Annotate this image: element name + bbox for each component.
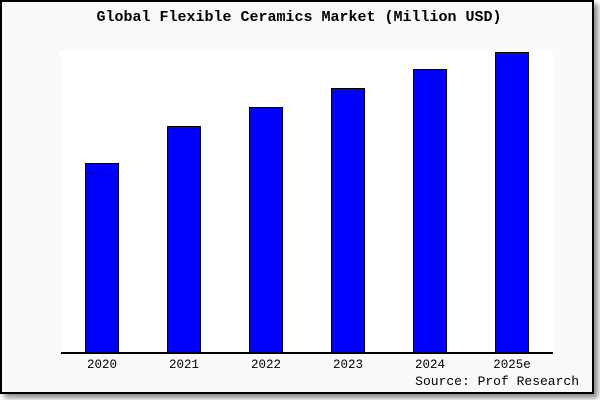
bar-slot-2024 bbox=[389, 52, 471, 352]
bar-2024 bbox=[413, 69, 447, 352]
bar-2021 bbox=[167, 126, 201, 352]
x-tick-label-2023: 2023 bbox=[332, 358, 363, 372]
bar-2025e bbox=[495, 52, 529, 352]
bars-container bbox=[61, 52, 553, 352]
bar-2020 bbox=[85, 163, 119, 352]
bar-slot-2023 bbox=[307, 52, 389, 352]
source-credit: Source: Prof Research bbox=[415, 374, 579, 389]
plot-area bbox=[61, 52, 553, 354]
bar-slot-2021 bbox=[143, 52, 225, 352]
x-tick-label-2025e: 2025e bbox=[493, 358, 531, 372]
x-tick-label-2022: 2022 bbox=[250, 358, 281, 372]
x-tick-label-2021: 2021 bbox=[168, 358, 199, 372]
chart-frame: Global Flexible Ceramics Market (Million… bbox=[0, 0, 594, 394]
x-tick-label-2020: 2020 bbox=[86, 358, 117, 372]
bar-2022 bbox=[249, 107, 283, 352]
x-axis-labels: 2020 2021 2022 2023 2024 2025e bbox=[61, 358, 553, 372]
x-tick-label-2024: 2024 bbox=[414, 358, 445, 372]
chart-title: Global Flexible Ceramics Market (Million… bbox=[96, 9, 502, 26]
bar-slot-2022 bbox=[225, 52, 307, 352]
bar-slot-2025e bbox=[471, 52, 553, 352]
bar-2023 bbox=[331, 88, 365, 352]
bar-slot-2020 bbox=[61, 52, 143, 352]
